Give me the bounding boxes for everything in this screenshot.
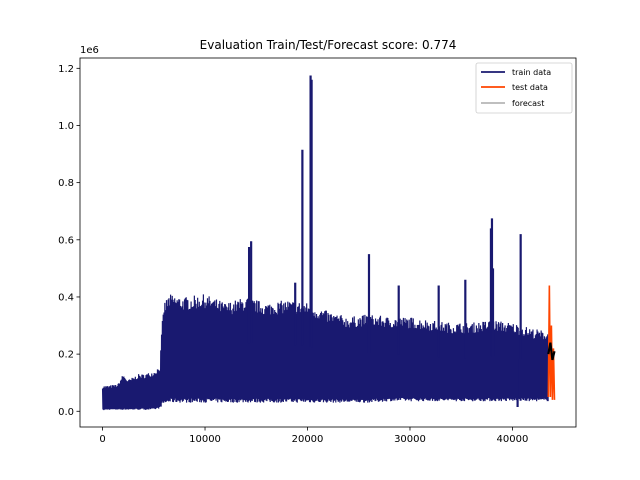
- plot-area: [101, 75, 556, 411]
- x-tick-label: 0: [99, 434, 105, 445]
- x-tick-label: 30000: [394, 434, 426, 445]
- y-tick-label: 0.4: [58, 292, 74, 303]
- forecast-line: [547, 342, 556, 361]
- y-axis: 0.0 0.2 0.4 0.6 0.8 1.0 1.2: [58, 64, 80, 418]
- legend-label-train: train data: [512, 68, 551, 77]
- x-tick-label: 10000: [189, 434, 221, 445]
- y-offset-text: 1e6: [80, 45, 99, 56]
- test-data-line: [547, 285, 556, 400]
- y-tick-label: 0.0: [58, 407, 74, 418]
- legend: train data test data forecast: [475, 62, 573, 114]
- y-tick-label: 0.2: [58, 350, 74, 361]
- x-tick-label: 20000: [292, 434, 324, 445]
- x-tick-label: 40000: [497, 434, 529, 445]
- y-tick-label: 1.0: [58, 121, 74, 132]
- train-data-line: [101, 294, 549, 411]
- x-axis: 0 10000 20000 30000 40000: [99, 427, 528, 445]
- legend-box: [475, 62, 573, 114]
- y-tick-label: 0.6: [58, 235, 74, 246]
- axes-frame: [79, 57, 577, 428]
- legend-label-forecast: forecast: [512, 99, 544, 108]
- y-tick-label: 0.8: [58, 178, 74, 189]
- y-tick-label: 1.2: [58, 64, 74, 75]
- legend-label-test: test data: [512, 83, 548, 92]
- chart-title: Evaluation Train/Test/Forecast score: 0.…: [200, 38, 457, 52]
